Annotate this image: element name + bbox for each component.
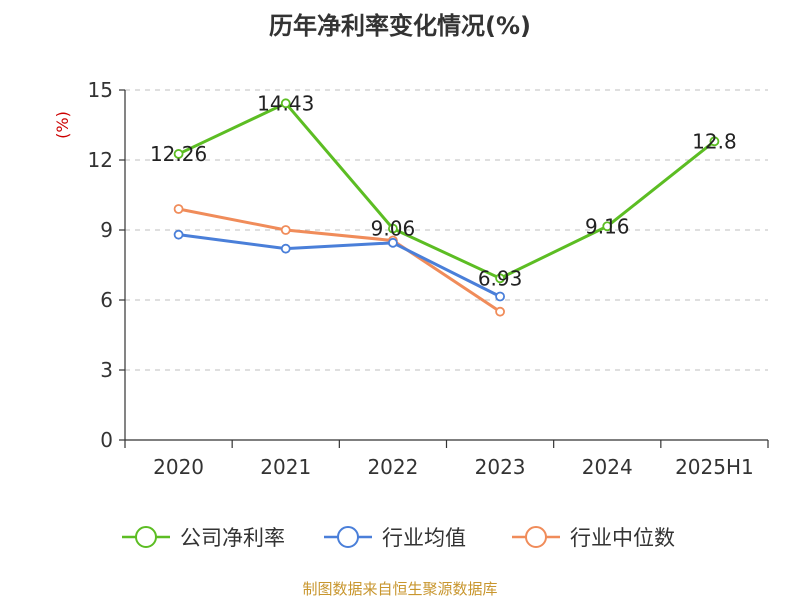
legend: 公司净利率 行业均值 行业中位数 [122,526,675,550]
series-lines [173,98,720,317]
x-tick-label: 2022 [367,455,418,479]
y-tick-label: 6 [100,288,113,312]
data-point [388,237,398,248]
legend-label: 公司净利率 [180,526,285,550]
y-axis-ticks: 0 3 6 9 12 15 [88,78,126,452]
data-labels: 12.26 14.43 9.06 6.93 9.16 12.8 [150,91,737,290]
source-note: 制图数据来自恒生聚源数据库 [302,580,497,598]
data-point [173,204,184,214]
chart-title: 历年净利率变化情况(%) [269,12,531,40]
y-tick-label: 0 [100,428,113,452]
data-point [495,306,505,317]
legend-marker [525,526,547,548]
data-label: 9.06 [371,217,416,241]
y-tick-label: 15 [88,78,113,102]
x-tick-label: 2023 [475,455,526,479]
x-axis: 2020 2021 2022 2023 2024 2025H1 [124,439,769,479]
data-point [173,149,184,159]
data-label: 9.16 [585,214,630,238]
series-line-1 [178,233,501,298]
data-point [388,223,398,234]
y-tick-label: 12 [88,148,113,172]
y-tick-label: 3 [100,358,113,382]
x-tick-label: 2020 [153,455,204,479]
legend-marker [337,526,359,548]
x-tick-label: 2025H1 [675,455,754,479]
data-point [280,243,291,254]
data-point [280,225,291,235]
series-line-0 [177,101,716,280]
data-label: 12.26 [150,142,207,166]
data-label: 6.93 [478,266,523,290]
y-axis-unit: (%) [53,111,72,139]
x-tick-label: 2021 [260,455,311,479]
data-label: 12.8 [692,129,737,153]
data-point [495,291,505,302]
data-point [280,98,291,109]
data-point [709,136,720,147]
x-tick-label: 2024 [582,455,633,479]
legend-label: 行业均值 [382,526,466,550]
series-line-2 [178,207,501,313]
data-point [602,221,613,232]
legend-label: 行业中位数 [570,526,675,550]
legend-marker [135,526,157,548]
grid-lines [125,89,768,371]
data-label: 14.43 [257,91,314,115]
y-tick-label: 9 [100,218,113,242]
data-point [173,229,184,240]
data-point [495,273,505,284]
